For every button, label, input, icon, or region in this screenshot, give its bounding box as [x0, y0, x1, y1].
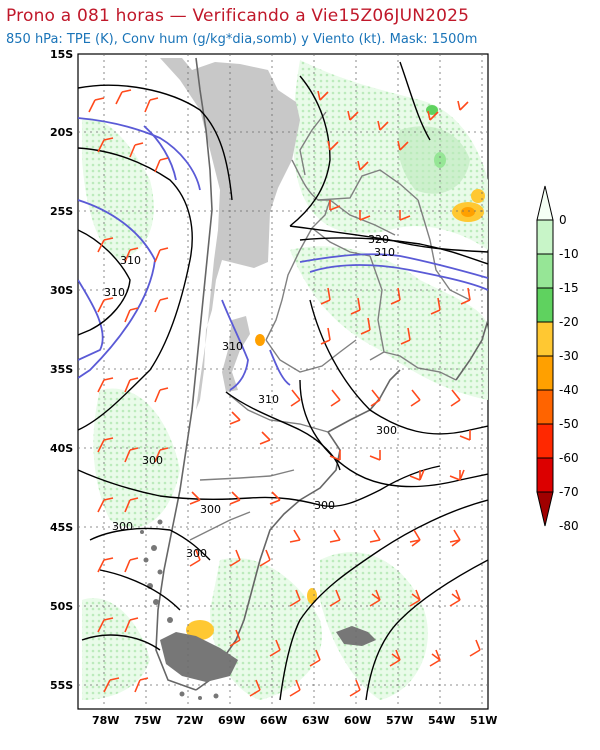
contour-label: 300 [142, 454, 163, 467]
lat-label: 45S [50, 521, 73, 534]
colorbar-label: -30 [559, 349, 579, 363]
colorbar-label: -10 [559, 247, 579, 261]
colorbar-segment [536, 423, 554, 459]
lat-label: 55S [50, 679, 73, 692]
blue-contours [78, 117, 488, 391]
lat-label: 15S [50, 48, 73, 61]
lat-label: 50S [50, 600, 73, 613]
lat-label: 20S [50, 126, 73, 139]
contour-label: 300 [314, 499, 335, 512]
contour-label: 310 [222, 340, 243, 353]
colorbar-label: -60 [559, 451, 579, 465]
contour-label: 310 [258, 393, 279, 406]
map-content: 310 310 310 310 320 310 300 300 300 300 … [78, 54, 488, 709]
contour-label: 310 [104, 286, 125, 299]
colorbar-label: 0 [559, 213, 567, 227]
lon-label: 66W [260, 714, 287, 727]
latitude-labels: 15S 20S 25S 30S 35S 40S 45S 50S 55S [50, 48, 73, 692]
lon-label: 78W [92, 714, 119, 727]
colorbar-segment [536, 389, 554, 425]
colorbar-top-arrow [536, 185, 554, 221]
convergence-shading [82, 60, 488, 700]
colorbar-label: -80 [559, 519, 579, 533]
contour-label: 310 [120, 254, 141, 267]
map-title: Prono a 081 horas — Verificando a Vie15Z… [6, 6, 470, 26]
colorbar-segment [536, 321, 554, 357]
country-borders [189, 111, 471, 541]
lon-label: 72W [176, 714, 203, 727]
colorbar-segment [536, 253, 554, 289]
contour-label: 300 [112, 520, 133, 533]
lat-label: 30S [50, 284, 73, 297]
colorbar-label: -70 [559, 485, 579, 499]
colorbar-segment [536, 355, 554, 391]
lon-label: 54W [428, 714, 455, 727]
lat-label: 25S [50, 205, 73, 218]
lon-label: 60W [344, 714, 371, 727]
colorbar-label: -40 [559, 383, 579, 397]
contour-labels: 310 310 310 310 320 310 300 300 300 300 … [104, 233, 397, 560]
lon-label: 75W [134, 714, 161, 727]
black-contours [78, 61, 488, 701]
colorbar-segment [536, 457, 554, 493]
lat-label: 40S [50, 442, 73, 455]
wind-barbs [88, 89, 481, 697]
lon-label: 51W [470, 714, 497, 727]
map-subtitle: 850 hPa: TPE (K), Conv hum (g/kg*dia,som… [6, 32, 478, 47]
contour-label: 300 [376, 424, 397, 437]
contour-label: 300 [200, 503, 221, 516]
colorbar-label: -20 [559, 315, 579, 329]
contour-label: 300 [186, 547, 207, 560]
colorbar-segment [536, 287, 554, 323]
longitude-labels: 78W 75W 72W 69W 66W 63W 60W 57W 54W 51W [92, 714, 497, 727]
colorbar-segment [536, 219, 554, 255]
contour-label: 320 [368, 233, 389, 246]
colorbar-bottom-arrow [536, 491, 554, 527]
lon-label: 57W [386, 714, 413, 727]
contour-label: 310 [374, 246, 395, 259]
lon-label: 63W [302, 714, 329, 727]
lon-label: 69W [218, 714, 245, 727]
colorbar-label: -50 [559, 417, 579, 431]
colorbar: 0 -10 -15 -20 -30 -40 -50 -60 -70 -80 [536, 185, 579, 533]
gridlines [78, 54, 488, 709]
convergence-spots [186, 105, 485, 640]
colorbar-label: -15 [559, 281, 579, 295]
lat-label: 35S [50, 363, 73, 376]
